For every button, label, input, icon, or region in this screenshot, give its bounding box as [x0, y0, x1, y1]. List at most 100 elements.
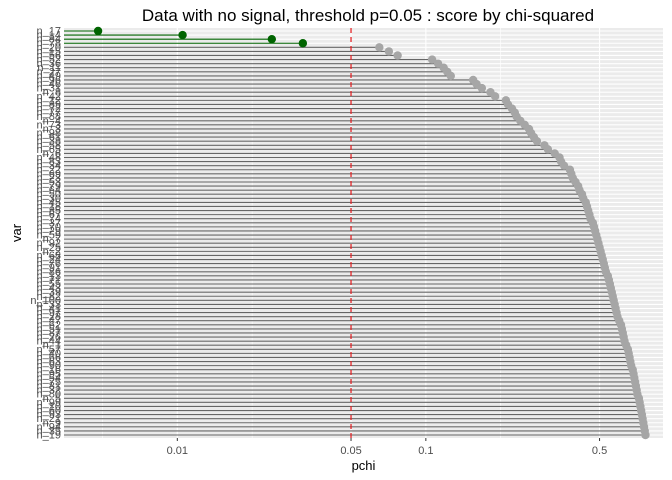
y-tick-label: n_59 — [37, 230, 61, 242]
y-tick-label: n_24 — [37, 254, 61, 266]
point-n_34 — [559, 161, 569, 170]
y-tick-label: n_84 — [37, 34, 61, 46]
y-tick-label: n_15 — [37, 46, 61, 58]
y-tick-label: n_89 — [37, 99, 61, 111]
point-n_65 — [543, 145, 553, 154]
y-tick-label: n_81 — [37, 381, 61, 393]
point-n_78 — [298, 39, 308, 48]
y-tick-label: n_22 — [37, 164, 61, 176]
x-tick-label: 0.1 — [418, 445, 433, 457]
y-tick-labels: n_17n_14n_84n_78n_20n_15n_56n_52n_36n_11… — [30, 26, 61, 442]
y-tick-label: n_72 — [37, 103, 61, 115]
y-tick-label: n_58 — [37, 140, 61, 152]
y-tick-label: n_25 — [37, 242, 61, 254]
y-tick-label: n_86 — [37, 266, 61, 278]
chart-title: Data with no signal, threshold p=0.05 : … — [142, 6, 594, 25]
y-tick-label: n_93 — [37, 409, 61, 421]
y-tick-label: n_20 — [37, 42, 61, 54]
y-tick-label: n_77 — [37, 107, 61, 119]
y-tick-label: n_31 — [37, 83, 61, 95]
y-tick-label: n_52 — [37, 54, 61, 66]
point-n_17 — [93, 26, 103, 36]
y-tick-label: n_9 — [43, 417, 61, 429]
y-tick-label: n_28 — [37, 311, 61, 323]
y-tick-label: n_19 — [37, 430, 61, 442]
y-tick-label: n_62 — [37, 319, 61, 331]
y-tick-label: n_74 — [37, 213, 61, 225]
x-tick-labels: 0.01 0.05 0.1 0.5 — [167, 438, 607, 457]
y-tick-label: n_99 — [37, 397, 61, 409]
y-tick-label: n_2 — [43, 246, 61, 258]
y-axis-title: var — [9, 223, 24, 242]
y-tick-label: n_60 — [37, 405, 61, 417]
points — [93, 26, 650, 440]
x-tick-label: 0.5 — [592, 445, 607, 457]
y-tick-label: n_57 — [37, 344, 61, 356]
y-tick-label: n_53 — [37, 176, 61, 188]
y-tick-label: n_1 — [43, 340, 61, 352]
y-tick-label: n_90 — [37, 360, 61, 372]
y-tick-label: n_34 — [37, 160, 61, 172]
y-tick-label: n_49 — [37, 70, 61, 82]
y-tick-label: n_16 — [37, 364, 61, 376]
point-n_49 — [446, 71, 455, 81]
y-tick-label: n_78 — [37, 38, 61, 50]
point-n_42 — [490, 92, 500, 101]
y-tick-label: n_37 — [37, 217, 61, 229]
y-tick-label: n_76 — [37, 258, 61, 270]
y-tick-label: n_40 — [37, 348, 61, 360]
y-tick-label: n_87 — [37, 327, 61, 339]
y-tick-label: n_73 — [37, 119, 61, 131]
y-tick-label: n_100 — [30, 295, 61, 307]
y-tick-label: n_94 — [37, 421, 61, 433]
y-tick-label: n_33 — [37, 299, 61, 311]
y-tick-label: n_4 — [43, 115, 61, 127]
y-tick-label: n_80 — [37, 389, 61, 401]
y-tick-label: n_17 — [37, 26, 61, 38]
y-tick-label: n_48 — [37, 152, 61, 164]
y-tick-label: n_41 — [37, 303, 61, 315]
y-tick-label: n_7 — [43, 234, 61, 246]
y-tick-label: n_56 — [37, 50, 61, 62]
y-tick-label: n_47 — [37, 315, 61, 327]
y-tick-label: n_30 — [37, 193, 61, 205]
plot-panel — [64, 28, 663, 438]
y-tick-label: n_8 — [43, 87, 61, 99]
y-tick-label: n_96 — [37, 74, 61, 86]
y-tick-label: n_21 — [37, 413, 61, 425]
y-tick-label: n_45 — [37, 197, 61, 209]
y-tick-label: n_14 — [37, 30, 61, 42]
y-tick-label: n_88 — [37, 111, 61, 123]
point-n_31 — [477, 83, 487, 93]
y-tick-label: n_39 — [37, 287, 61, 299]
y-tick-label: n_54 — [37, 372, 61, 384]
y-tick-label: n_61 — [37, 132, 61, 144]
y-tick-label: n_82 — [37, 291, 61, 303]
y-tick-label: n_27 — [37, 66, 61, 78]
x-tick-label: 0.01 — [167, 445, 188, 457]
y-tick-label: n_91 — [37, 262, 61, 274]
y-tick-label: n_43 — [37, 283, 61, 295]
y-tick-label: n_36 — [37, 58, 61, 70]
y-tick-label: n_12 — [37, 95, 61, 107]
y-tick-label: n_85 — [37, 205, 61, 217]
y-tick-label: n_79 — [37, 181, 61, 193]
y-tick-label: n_66 — [37, 352, 61, 364]
y-tick-label: n_67 — [37, 209, 61, 221]
y-tick-label: n_55 — [37, 279, 61, 291]
y-tick-label: n_13 — [37, 270, 61, 282]
point-n_15 — [384, 47, 394, 56]
y-tick-label: n_69 — [37, 168, 61, 180]
point-n_19 — [641, 430, 650, 440]
x-tick-label: 0.05 — [340, 445, 361, 457]
y-tick-label: n_65 — [37, 144, 61, 156]
y-tick-label: n_6 — [43, 148, 61, 160]
x-axis-title: pchi — [352, 458, 376, 473]
y-tick-label: n_97 — [37, 307, 61, 319]
y-tick-label: n_98 — [37, 128, 61, 140]
point-n_38 — [532, 136, 542, 146]
y-tick-label: n_64 — [37, 185, 61, 197]
y-tick-label: n_92 — [37, 238, 61, 250]
y-tick-label: n_70 — [37, 221, 61, 233]
